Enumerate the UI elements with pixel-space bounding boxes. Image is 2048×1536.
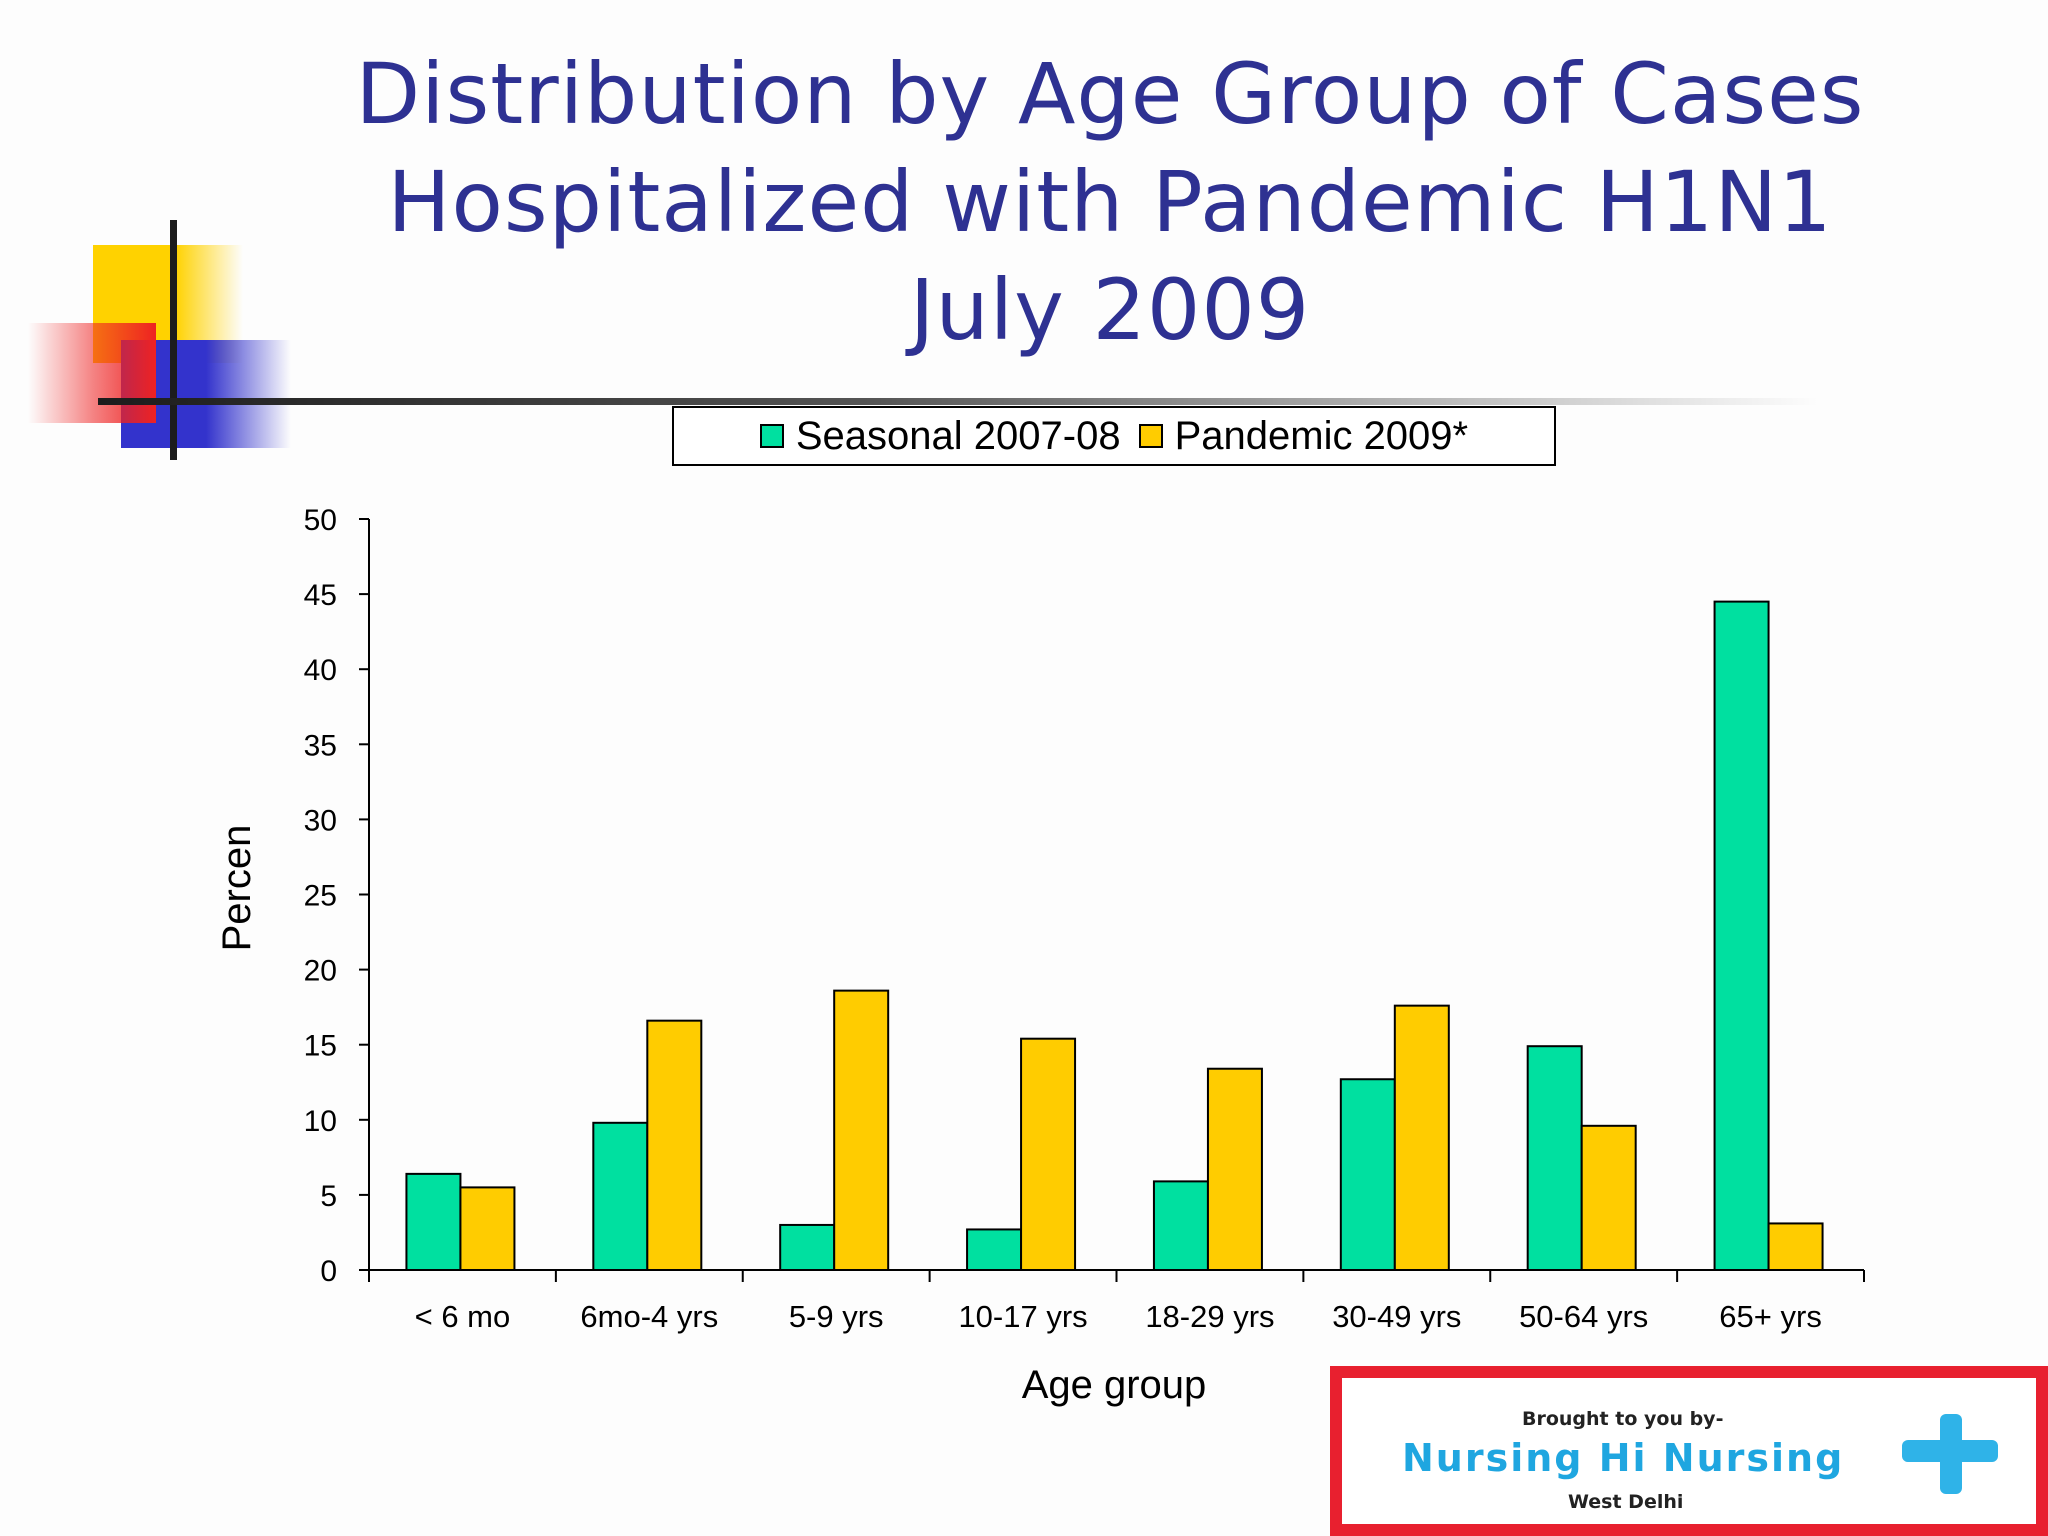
y-tick-label: 50 [304, 504, 337, 537]
legend-swatch-seasonal [759, 424, 784, 448]
y-tick-label: 45 [304, 579, 337, 612]
y-tick-label: 40 [304, 654, 337, 687]
legend-item-pandemic: Pandemic 2009* [1138, 413, 1469, 459]
seasonal-bar [405, 1172, 462, 1271]
pandemic-bar [1767, 1222, 1824, 1271]
decorative-vertical-line [170, 220, 177, 460]
legend-swatch-pandemic [1138, 424, 1163, 448]
slide-title: Distribution by Age Group of Cases Hospi… [260, 40, 1960, 364]
y-tick-label: 0 [320, 1255, 337, 1288]
x-tick-label: 10-17 yrs [958, 1299, 1087, 1334]
seasonal-bar [1526, 1045, 1583, 1272]
x-tick-label: 5-9 yrs [789, 1299, 884, 1334]
y-tick-label: 5 [320, 1180, 337, 1213]
y-tick-label: 25 [304, 880, 337, 913]
y-tick-label: 35 [304, 729, 337, 762]
x-tick-label: 18-29 yrs [1145, 1299, 1274, 1334]
y-tick-label: 30 [304, 804, 337, 837]
decorative-horizontal-line [98, 398, 1818, 405]
seasonal-bar [1339, 1078, 1396, 1271]
y-tick-label: 15 [304, 1030, 337, 1063]
y-tick-label: 20 [304, 955, 337, 988]
y-tick-label: 10 [304, 1105, 337, 1138]
credit-location: West Delhi [1568, 1491, 1684, 1513]
credit-top-text: Brought to you by- [1522, 1408, 1724, 1430]
legend-label-pandemic: Pandemic 2009* [1174, 413, 1469, 458]
title-line-2: Hospitalized with Pandemic H1N1 [387, 153, 1833, 251]
x-tick-label: 30-49 yrs [1332, 1299, 1461, 1334]
credit-box: Brought to you by- Nursing Hi Nursing We… [1330, 1366, 2048, 1536]
pandemic-bar [1206, 1067, 1263, 1272]
seasonal-bar [966, 1228, 1023, 1272]
chart-axes [359, 518, 1865, 1282]
title-line-1: Distribution by Age Group of Cases [355, 45, 1865, 143]
pandemic-bar [459, 1186, 516, 1272]
legend-item-seasonal: Seasonal 2007-08 [759, 413, 1121, 459]
decorative-red-square [28, 323, 156, 423]
seasonal-bar [1152, 1180, 1209, 1271]
pandemic-bar [1393, 1004, 1450, 1271]
seasonal-bar [779, 1223, 836, 1271]
x-tick-label: 6mo-4 yrs [580, 1299, 718, 1334]
x-tick-label: < 6 mo [415, 1299, 511, 1334]
legend-label-seasonal: Seasonal 2007-08 [795, 413, 1121, 458]
y-axis-title: Percen [215, 825, 259, 952]
x-axis-title: Age group [1022, 1363, 1207, 1407]
medical-cross-icon [1902, 1414, 2002, 1494]
seasonal-bar [1713, 600, 1770, 1271]
x-tick-label: 50-64 yrs [1519, 1299, 1648, 1334]
x-tick-label: 65+ yrs [1719, 1299, 1822, 1334]
seasonal-bar [592, 1121, 649, 1271]
pandemic-bar [1580, 1124, 1637, 1271]
chart-labels: 0 5 10 15 20 25 30 35 40 45 50 < 6 mo 6mo-4 yrs 5-9 y… [215, 504, 1822, 1407]
title-line-3: July 2009 [909, 261, 1311, 359]
pandemic-bar [1020, 1037, 1077, 1272]
credit-brand-name: Nursing Hi Nursing [1402, 1436, 1845, 1480]
chart-legend: Seasonal 2007-08 Pandemic 2009* [672, 406, 1556, 466]
pandemic-bar [646, 1019, 703, 1272]
chart-bars [405, 600, 1824, 1272]
pandemic-bar [833, 989, 890, 1271]
